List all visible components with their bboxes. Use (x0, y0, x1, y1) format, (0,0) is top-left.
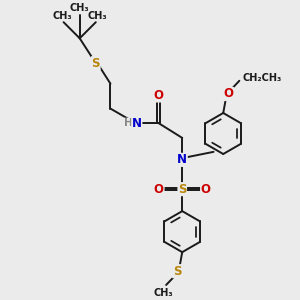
Text: S: S (178, 183, 187, 196)
Text: N: N (132, 117, 142, 130)
Text: N: N (177, 153, 187, 167)
Text: S: S (173, 265, 181, 278)
Text: O: O (224, 88, 233, 100)
Text: CH₃: CH₃ (70, 3, 89, 13)
Text: S: S (92, 57, 100, 70)
Text: CH₂CH₃: CH₂CH₃ (242, 74, 281, 83)
Text: O: O (154, 89, 164, 102)
Text: CH₃: CH₃ (52, 11, 72, 21)
Text: CH₃: CH₃ (153, 288, 173, 298)
Text: O: O (154, 183, 164, 196)
Text: CH₃: CH₃ (88, 11, 107, 21)
Text: O: O (201, 183, 211, 196)
Text: H: H (124, 118, 133, 128)
